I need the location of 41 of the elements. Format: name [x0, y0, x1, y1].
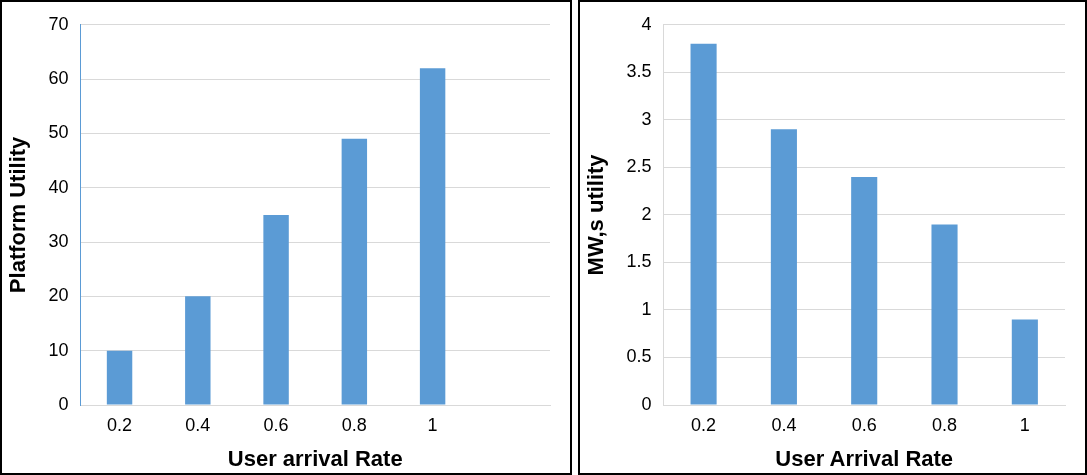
y-tick-label: 4: [641, 13, 652, 34]
x-tick-label: 0.8: [932, 414, 958, 435]
bar: [185, 296, 211, 405]
y-tick-label: 0.5: [626, 346, 652, 367]
x-tick-label: 0.2: [691, 414, 717, 435]
x-tick-label: 0.6: [263, 414, 289, 435]
y-tick-label: 50: [48, 122, 69, 143]
y-tick-label: 0: [641, 393, 652, 414]
y-tick-label: 60: [48, 68, 69, 89]
y-tick-label: 0: [58, 393, 69, 414]
x-tick-label: 0.6: [851, 414, 877, 435]
x-tick-label: 1: [427, 414, 438, 435]
y-tick-label: 10: [48, 339, 69, 360]
y-tick-label: 20: [48, 285, 69, 306]
x-tick-label: 1: [1019, 414, 1030, 435]
x-tick-label: 0.8: [341, 414, 367, 435]
y-axis-title: MW,s utility: [583, 153, 609, 276]
bar: [263, 214, 289, 405]
y-tick-label: 30: [48, 231, 69, 252]
x-tick-label: 0.4: [185, 414, 211, 435]
y-tick-label: 3.5: [626, 61, 652, 82]
bar: [931, 224, 958, 405]
x-tick-label: 0.4: [771, 414, 797, 435]
y-tick-label: 3: [641, 108, 652, 129]
y-tick-label: 70: [48, 13, 69, 34]
bar: [851, 176, 878, 405]
bar: [770, 129, 797, 405]
bar: [419, 68, 446, 405]
y-tick-label: 2: [641, 203, 652, 224]
y-tick-label: 1.5: [626, 251, 652, 272]
y-tick-label: 1: [641, 298, 652, 319]
y-axis-title: Platform Utility: [5, 135, 31, 294]
bar: [341, 138, 368, 405]
x-tick-label: 0.2: [107, 414, 133, 435]
bar: [1011, 319, 1038, 405]
y-tick-label: 2.5: [626, 156, 652, 177]
bar: [106, 350, 133, 405]
bar: [690, 43, 717, 405]
x-axis-title: User Arrival Rate: [775, 445, 954, 471]
y-tick-label: 40: [48, 176, 69, 197]
x-axis-title: User arrival Rate: [227, 445, 403, 471]
